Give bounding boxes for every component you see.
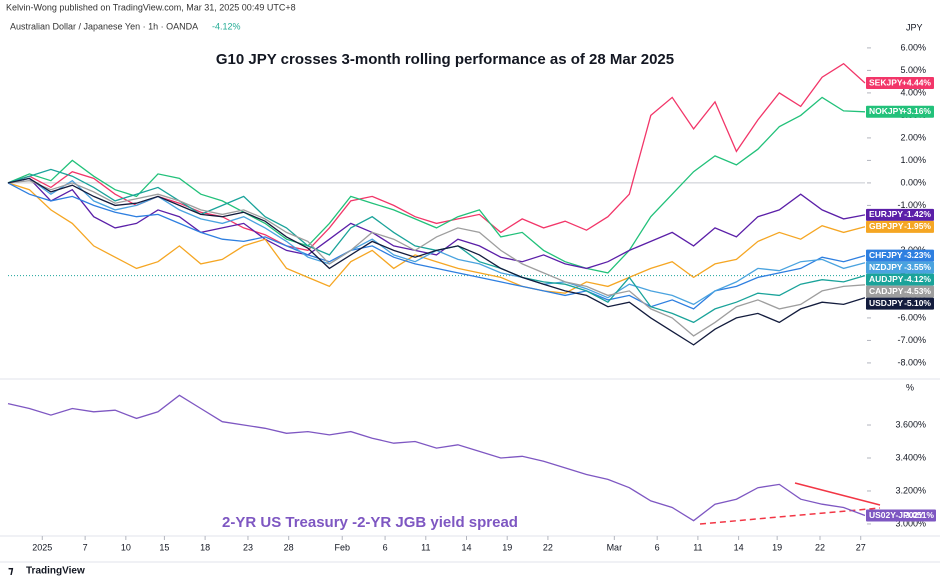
price-label: +4.44% xyxy=(902,77,932,87)
price-box xyxy=(866,105,934,118)
series-name-label: EURJPY xyxy=(869,209,903,219)
x-tick-label: 15 xyxy=(159,542,169,552)
price-label: -3.23% xyxy=(904,250,931,260)
price-box xyxy=(866,273,934,286)
x-tick-label: 22 xyxy=(815,542,825,552)
y-tick-label: -8.00% xyxy=(897,357,926,367)
price-label: -1.95% xyxy=(904,221,931,231)
series-name-label: NOKJPY xyxy=(869,106,904,116)
x-tick-label: 11 xyxy=(693,542,702,552)
series-name-label: CADJPY xyxy=(869,286,904,296)
x-tick-label: 2025 xyxy=(32,542,52,552)
footer-logo: TradingView xyxy=(26,566,85,577)
price-box xyxy=(866,208,934,221)
price-box xyxy=(866,297,934,310)
annotation: 2-YR US Treasury -2-YR JGB yield spread xyxy=(222,514,518,531)
x-tick-label: 14 xyxy=(461,542,471,552)
price-label: 3.051% xyxy=(905,510,934,520)
y-tick-label: 3.600% xyxy=(895,419,926,429)
y-tick-label: 6.00% xyxy=(900,42,926,52)
x-tick-label: Mar xyxy=(607,542,623,552)
y-tick-label: -7.00% xyxy=(897,335,926,345)
x-tick-label: 27 xyxy=(856,542,866,552)
series-name-label: SEKJPY xyxy=(869,77,903,87)
series-name-label: USDJPY xyxy=(869,298,903,308)
price-box xyxy=(866,509,936,522)
y-tick-label: 0.00% xyxy=(900,177,926,187)
y-tick-label: 3.400% xyxy=(895,452,926,462)
series-line xyxy=(7,177,866,346)
axis-unit: JPY xyxy=(906,22,923,32)
price-box xyxy=(866,261,934,274)
logo-icon: ⁊ xyxy=(8,565,14,577)
series-line xyxy=(7,182,866,310)
price-label: -1.42% xyxy=(904,209,931,219)
y-tick-label: -6.00% xyxy=(897,312,926,322)
price-box xyxy=(866,285,934,298)
y-tick-label: 5.00% xyxy=(900,65,926,75)
series-name-label: AUDJPY xyxy=(869,274,904,284)
series-name-label: US02Y-JP02Y xyxy=(869,510,924,520)
price-box xyxy=(866,77,934,90)
price-label: +3.16% xyxy=(902,106,932,116)
trend-line-dashed xyxy=(699,507,881,525)
x-tick-label: Feb xyxy=(334,542,350,552)
x-tick-label: 28 xyxy=(284,542,294,552)
y-tick-label: 3.200% xyxy=(895,485,926,495)
y-tick-label: -1.00% xyxy=(897,200,926,210)
publisher-line: Kelvin-Wong published on TradingView.com… xyxy=(6,2,296,12)
price-label: -4.12% xyxy=(904,274,931,284)
symbol-line: Australian Dollar / Japanese Yen · 1h · … xyxy=(10,21,198,31)
x-tick-label: 19 xyxy=(502,542,512,552)
axis-unit: % xyxy=(906,382,914,392)
series-name-label: NZDJPY xyxy=(869,262,903,272)
symbol-change: -4.12% xyxy=(212,21,241,31)
x-tick-label: 19 xyxy=(772,542,782,552)
price-label: -5.10% xyxy=(904,298,931,308)
y-tick-label: 3.000% xyxy=(895,518,926,528)
x-tick-label: 7 xyxy=(83,542,88,552)
series-name-label: GBPJPY xyxy=(869,221,904,231)
price-label: -4.53% xyxy=(904,286,931,296)
series-line xyxy=(7,180,866,337)
y-tick-label: 2.00% xyxy=(900,132,926,142)
price-label: -3.55% xyxy=(904,262,931,272)
chart-title: G10 JPY crosses 3-month rolling performa… xyxy=(216,51,674,68)
x-tick-label: 10 xyxy=(121,542,131,552)
x-tick-label: 6 xyxy=(383,542,388,552)
x-tick-label: 14 xyxy=(734,542,744,552)
price-box xyxy=(866,220,934,233)
y-tick-label: 4.00% xyxy=(900,87,926,97)
y-tick-label: 1.00% xyxy=(900,155,926,165)
series-name-label: CHFJPY xyxy=(869,250,903,260)
series-line xyxy=(7,182,866,294)
series-line xyxy=(7,177,866,270)
x-tick-label: 22 xyxy=(543,542,553,552)
series-line xyxy=(7,394,866,522)
x-tick-label: 6 xyxy=(655,542,660,552)
x-tick-label: 11 xyxy=(421,542,430,552)
trend-line xyxy=(794,482,881,506)
x-tick-label: 23 xyxy=(243,542,253,552)
series-line xyxy=(7,96,866,274)
x-tick-label: 18 xyxy=(200,542,210,552)
price-box xyxy=(866,249,934,262)
